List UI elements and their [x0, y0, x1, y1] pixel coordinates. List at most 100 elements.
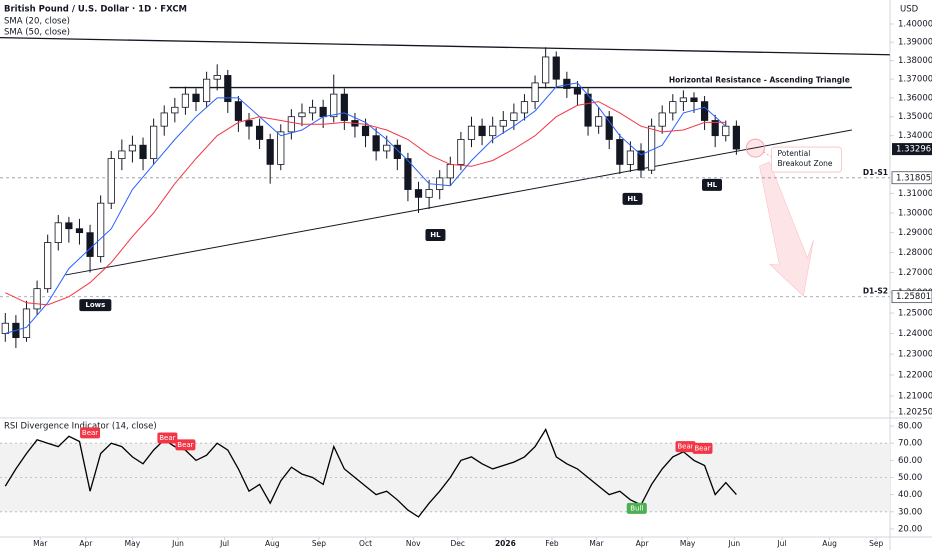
y-tick-label: 1.31000	[898, 189, 932, 199]
divergence-tag	[692, 442, 713, 454]
candle-body	[637, 150, 645, 171]
candle-body	[414, 189, 423, 198]
candle-body	[679, 97, 687, 103]
candle-body	[361, 125, 370, 137]
x-tick-label: Feb	[545, 539, 559, 548]
candle-body	[319, 106, 327, 118]
candle-body	[86, 232, 94, 257]
candle-body	[690, 97, 698, 103]
candle-body	[616, 139, 624, 165]
candle-body	[287, 116, 295, 133]
candle-body	[308, 106, 317, 114]
price-tag-label: 1.31805	[896, 173, 931, 183]
candle-body	[277, 131, 285, 165]
series-line	[5, 82, 727, 334]
candle-body	[510, 112, 518, 121]
x-tick-label: Mar	[589, 539, 604, 548]
x-tick-label: Aug	[822, 539, 837, 548]
candle-body	[595, 116, 603, 127]
divergence-label: Bear	[159, 434, 175, 442]
breakout-zone	[745, 138, 765, 158]
candle-body	[732, 125, 740, 150]
y-tick-label: 1.21000	[898, 391, 932, 401]
candle-body	[22, 308, 31, 339]
y-tick-label: 1.34000	[898, 131, 932, 141]
candle-body	[404, 158, 412, 190]
y-tick-label: 80.00	[898, 422, 922, 432]
candle-body	[425, 189, 433, 198]
candle-body	[118, 150, 126, 160]
annotation-box	[622, 192, 643, 205]
price-tag	[891, 171, 932, 185]
candle-body	[489, 125, 497, 137]
y-tick-label: 1.39000	[898, 38, 932, 48]
candle-body	[330, 93, 338, 118]
y-tick-label: 1.28000	[898, 248, 932, 258]
candle-body	[573, 88, 582, 95]
last-price-box	[892, 143, 932, 156]
series-line	[4, 428, 737, 518]
candle-body	[181, 93, 190, 108]
candle-body	[457, 139, 465, 165]
divergence-label: Bear	[694, 444, 710, 452]
candle-body	[531, 82, 539, 103]
candle-body	[234, 101, 242, 121]
x-tick-label: Oct	[359, 539, 372, 548]
candle-body	[107, 158, 115, 204]
series-line	[5, 101, 726, 306]
x-tick-label: Jun	[171, 539, 184, 548]
candle-body	[160, 112, 168, 127]
y-tick-label: 50.00	[898, 473, 922, 483]
breakout-text: Potential	[777, 149, 810, 158]
candle-body	[224, 75, 232, 103]
candle-body	[128, 144, 137, 152]
candle-body	[213, 75, 221, 80]
candle-body	[203, 78, 211, 103]
breakout-box	[771, 146, 842, 173]
candle-body	[552, 56, 560, 80]
candle-body	[467, 125, 476, 140]
y-tick-label: 1.24000	[898, 329, 932, 339]
candle-body	[563, 78, 571, 89]
divergence-tag	[626, 502, 647, 514]
divergence-label: Bull	[630, 504, 643, 512]
legend-entry: SMA (50, close)	[4, 28, 70, 38]
divergence-tag	[80, 427, 101, 439]
annotation-box	[425, 229, 446, 242]
candle-body	[298, 112, 306, 118]
last-price-tag: 1.33296	[892, 143, 932, 156]
candle-body	[97, 202, 105, 257]
y-tick-label: 1.30000	[898, 208, 932, 218]
candle-body	[340, 93, 348, 121]
last-price-label: 1.33296	[896, 145, 931, 155]
x-tick-label: Sep	[312, 539, 326, 548]
trend-line	[65, 129, 852, 276]
y-tick-label: 1.20250	[898, 407, 932, 417]
x-tick-label: Dec	[450, 539, 465, 548]
y-tick-label: 1.38000	[898, 56, 932, 66]
candle-body	[722, 125, 730, 137]
level-label: D1-S1	[863, 168, 888, 177]
y-tick-label: 1.40000	[898, 19, 932, 29]
candle-body	[75, 228, 84, 234]
x-tick-label: Mar	[33, 539, 48, 548]
y-tick-label: 1.37000	[898, 75, 932, 85]
candle-body	[44, 242, 52, 290]
x-tick-label: Aug	[265, 539, 280, 548]
breakout-arrow	[759, 161, 814, 297]
candle-body	[648, 125, 656, 171]
y-tick-label: 60.00	[898, 456, 922, 466]
candle-body	[171, 106, 179, 114]
candle-body	[150, 125, 158, 160]
x-tick-label: 2026	[495, 539, 516, 548]
x-tick-label: Apr	[79, 539, 93, 548]
y-tick-label: 70.00	[898, 439, 922, 449]
x-tick-label: May	[680, 539, 696, 548]
y-tick-label: 1.23000	[898, 350, 932, 360]
y-tick-label: 1.22000	[898, 370, 932, 380]
annotation-label: HL	[707, 181, 718, 189]
y-tick-label: 30.00	[898, 507, 922, 517]
candle-body	[669, 101, 677, 114]
candle-body	[520, 101, 529, 114]
